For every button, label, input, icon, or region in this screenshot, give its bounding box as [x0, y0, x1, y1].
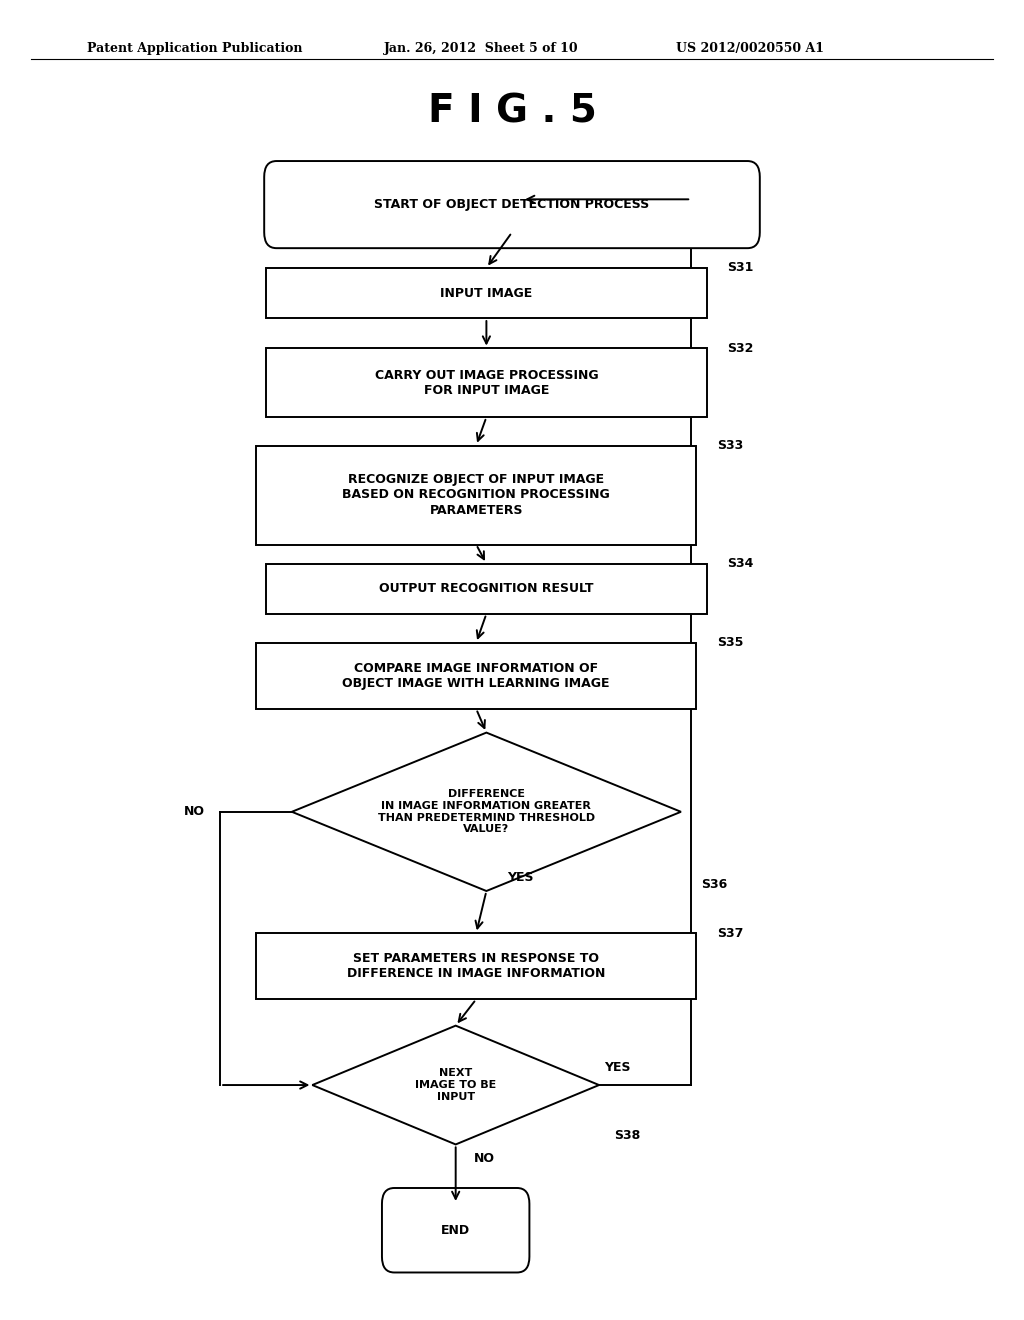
- Text: S35: S35: [717, 636, 743, 649]
- Text: INPUT IMAGE: INPUT IMAGE: [440, 286, 532, 300]
- Text: NO: NO: [474, 1152, 496, 1166]
- Text: F I G . 5: F I G . 5: [428, 92, 596, 131]
- Text: END: END: [441, 1224, 470, 1237]
- Text: S37: S37: [717, 927, 743, 940]
- Text: NO: NO: [183, 805, 205, 818]
- Text: YES: YES: [604, 1061, 631, 1074]
- Text: S32: S32: [727, 342, 754, 355]
- Text: COMPARE IMAGE INFORMATION OF
OBJECT IMAGE WITH LEARNING IMAGE: COMPARE IMAGE INFORMATION OF OBJECT IMAG…: [342, 661, 610, 690]
- Text: RECOGNIZE OBJECT OF INPUT IMAGE
BASED ON RECOGNITION PROCESSING
PARAMETERS: RECOGNIZE OBJECT OF INPUT IMAGE BASED ON…: [342, 474, 610, 516]
- Bar: [266, 348, 707, 417]
- Text: CARRY OUT IMAGE PROCESSING
FOR INPUT IMAGE: CARRY OUT IMAGE PROCESSING FOR INPUT IMA…: [375, 368, 598, 397]
- Bar: [266, 564, 707, 614]
- Text: S38: S38: [614, 1129, 641, 1142]
- Text: SET PARAMETERS IN RESPONSE TO
DIFFERENCE IN IMAGE INFORMATION: SET PARAMETERS IN RESPONSE TO DIFFERENCE…: [347, 952, 605, 981]
- Text: Jan. 26, 2012  Sheet 5 of 10: Jan. 26, 2012 Sheet 5 of 10: [384, 42, 579, 55]
- Polygon shape: [312, 1026, 599, 1144]
- Text: S34: S34: [727, 557, 754, 570]
- Text: Patent Application Publication: Patent Application Publication: [87, 42, 302, 55]
- FancyBboxPatch shape: [382, 1188, 529, 1272]
- Text: START OF OBJECT DETECTION PROCESS: START OF OBJECT DETECTION PROCESS: [375, 198, 649, 211]
- Text: NEXT
IMAGE TO BE
INPUT: NEXT IMAGE TO BE INPUT: [415, 1068, 497, 1102]
- Text: S31: S31: [727, 261, 754, 275]
- Text: US 2012/0020550 A1: US 2012/0020550 A1: [676, 42, 824, 55]
- Text: OUTPUT RECOGNITION RESULT: OUTPUT RECOGNITION RESULT: [379, 582, 594, 595]
- Bar: [256, 446, 696, 544]
- Text: S33: S33: [717, 440, 743, 451]
- Polygon shape: [292, 733, 681, 891]
- Text: S36: S36: [701, 878, 728, 891]
- Bar: [256, 933, 696, 999]
- Bar: [266, 268, 707, 318]
- Text: DIFFERENCE
IN IMAGE INFORMATION GREATER
THAN PREDETERMIND THRESHOLD
VALUE?: DIFFERENCE IN IMAGE INFORMATION GREATER …: [378, 789, 595, 834]
- Text: YES: YES: [507, 871, 534, 884]
- Bar: [256, 643, 696, 709]
- FancyBboxPatch shape: [264, 161, 760, 248]
